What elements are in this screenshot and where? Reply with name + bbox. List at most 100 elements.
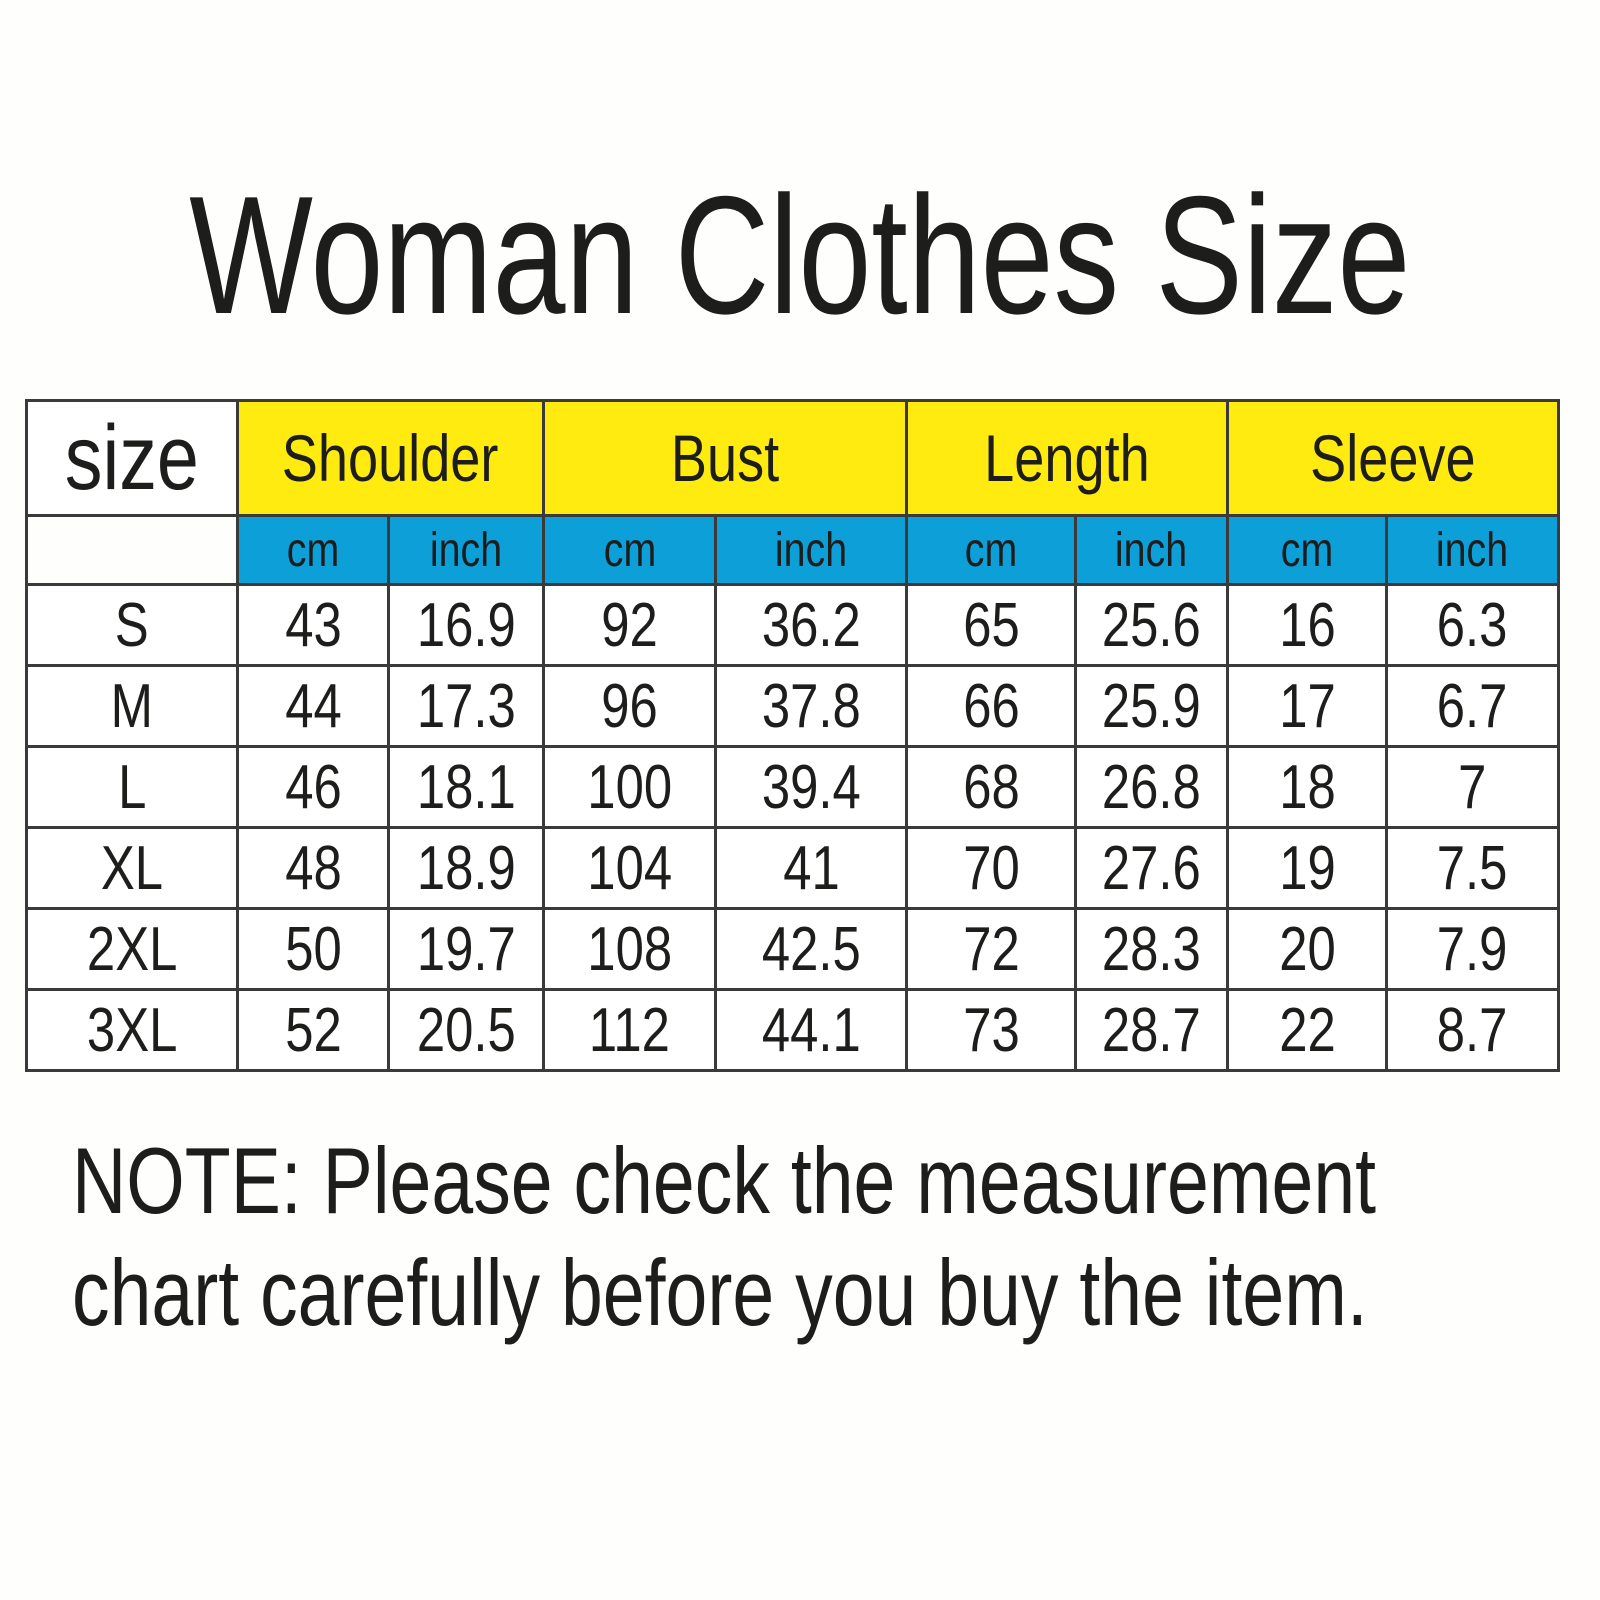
value-cell-text: 39.4 xyxy=(761,752,861,822)
unit-label: inch xyxy=(774,523,848,577)
value-cell-text: 25.9 xyxy=(1102,671,1201,741)
size-cell: S xyxy=(25,583,239,667)
value-cell-text: 44.1 xyxy=(761,995,861,1065)
value-cell-text: 42.5 xyxy=(761,914,861,984)
table-row: 3XL 52 20.5 112 44.1 73 28.7 22 8.7 xyxy=(25,988,1560,1072)
value-cell-text: 25.6 xyxy=(1102,590,1201,660)
table-row: 2XL 50 19.7 108 42.5 72 28.3 20 7.9 xyxy=(25,907,1560,991)
unit-label: inch xyxy=(1436,523,1509,577)
value-cell-text: 7.9 xyxy=(1437,914,1508,984)
value-cell-text: 72 xyxy=(962,914,1020,984)
value-cell-text: 20 xyxy=(1278,914,1336,984)
group-header-shoulder: Shoulder xyxy=(236,399,545,517)
size-cell: L xyxy=(25,745,239,829)
value-cell: 6.3 xyxy=(1385,583,1560,667)
value-cell: 65 xyxy=(905,583,1077,667)
table-row: S 43 16.9 92 36.2 65 25.6 16 6.3 xyxy=(25,583,1560,667)
value-cell-text: 28.7 xyxy=(1102,995,1201,1065)
value-cell: 108 xyxy=(542,907,717,991)
value-cell-text: 50 xyxy=(284,914,342,984)
value-cell-text: 44 xyxy=(284,671,342,741)
value-cell: 28.7 xyxy=(1074,988,1229,1072)
value-cell-text: 100 xyxy=(587,752,672,822)
value-cell-text: 41 xyxy=(782,833,840,903)
value-cell-text: 26.8 xyxy=(1102,752,1201,822)
value-cell-text: 43 xyxy=(284,590,342,660)
size-cell: M xyxy=(25,664,239,748)
size-cell-text: XL xyxy=(100,833,164,903)
group-label: Bust xyxy=(670,421,780,495)
value-cell-text: 108 xyxy=(587,914,672,984)
value-cell: 7 xyxy=(1385,745,1560,829)
size-cell-text: 3XL xyxy=(86,995,178,1065)
value-cell: 41 xyxy=(714,826,908,910)
value-cell: 18.1 xyxy=(387,745,545,829)
value-cell: 39.4 xyxy=(714,745,908,829)
value-cell: 66 xyxy=(905,664,1077,748)
value-cell-text: 19.7 xyxy=(416,914,516,984)
value-cell: 72 xyxy=(905,907,1077,991)
size-cell-text: S xyxy=(115,590,149,660)
unit-header: inch xyxy=(1385,514,1560,586)
value-cell-text: 36.2 xyxy=(761,590,861,660)
group-header-sleeve: Sleeve xyxy=(1226,399,1560,517)
value-cell-text: 96 xyxy=(601,671,658,741)
value-cell-text: 22 xyxy=(1278,995,1336,1065)
unit-header: cm xyxy=(236,514,390,586)
unit-header: cm xyxy=(905,514,1077,586)
value-cell: 52 xyxy=(236,988,390,1072)
unit-header: inch xyxy=(1074,514,1229,586)
value-cell: 7.9 xyxy=(1385,907,1560,991)
value-cell-text: 52 xyxy=(284,995,342,1065)
size-cell: 2XL xyxy=(25,907,239,991)
page-title: Woman Clothes Size xyxy=(0,170,1600,340)
value-cell: 8.7 xyxy=(1385,988,1560,1072)
title-text: Woman Clothes Size xyxy=(189,161,1411,349)
value-cell: 100 xyxy=(542,745,717,829)
value-cell: 104 xyxy=(542,826,717,910)
unit-label: cm xyxy=(603,523,656,577)
value-cell-text: 46 xyxy=(284,752,342,822)
value-cell: 26.8 xyxy=(1074,745,1229,829)
value-cell-text: 70 xyxy=(962,833,1020,903)
value-cell: 17.3 xyxy=(387,664,545,748)
value-cell: 16.9 xyxy=(387,583,545,667)
group-label: Shoulder xyxy=(282,421,499,495)
value-cell-text: 28.3 xyxy=(1102,914,1201,984)
value-cell: 46 xyxy=(236,745,390,829)
note-line-1: NOTE: Please check the measurement xyxy=(72,1128,1377,1233)
value-cell: 70 xyxy=(905,826,1077,910)
value-cell-text: 65 xyxy=(962,590,1020,660)
value-cell-text: 6.3 xyxy=(1437,590,1508,660)
size-cell-text: M xyxy=(110,671,154,741)
value-cell-text: 8.7 xyxy=(1437,995,1508,1065)
value-cell: 18 xyxy=(1226,745,1388,829)
size-cell-text: L xyxy=(117,752,147,822)
table-row: XL 48 18.9 104 41 70 27.6 19 7.5 xyxy=(25,826,1560,910)
value-cell: 112 xyxy=(542,988,717,1072)
size-cell: 3XL xyxy=(25,988,239,1072)
value-cell-text: 16 xyxy=(1278,590,1336,660)
value-cell-text: 27.6 xyxy=(1102,833,1201,903)
value-cell-text: 92 xyxy=(601,590,658,660)
value-cell-text: 18 xyxy=(1278,752,1336,822)
value-cell-text: 19 xyxy=(1278,833,1336,903)
value-cell: 44.1 xyxy=(714,988,908,1072)
value-cell: 92 xyxy=(542,583,717,667)
size-cell: XL xyxy=(25,826,239,910)
value-cell: 96 xyxy=(542,664,717,748)
unit-header-row: cm inch cm inch cm inch cm inch xyxy=(25,514,1560,586)
group-label: Sleeve xyxy=(1310,421,1476,495)
group-header-bust: Bust xyxy=(542,399,908,517)
unit-header: inch xyxy=(387,514,545,586)
table-row: M 44 17.3 96 37.8 66 25.9 17 6.7 xyxy=(25,664,1560,748)
unit-header: inch xyxy=(714,514,908,586)
value-cell-text: 17.3 xyxy=(416,671,516,741)
unit-header: cm xyxy=(1226,514,1388,586)
value-cell: 68 xyxy=(905,745,1077,829)
value-cell: 25.6 xyxy=(1074,583,1229,667)
value-cell: 19.7 xyxy=(387,907,545,991)
value-cell-text: 68 xyxy=(962,752,1020,822)
value-cell: 37.8 xyxy=(714,664,908,748)
unit-label: cm xyxy=(1280,523,1334,577)
